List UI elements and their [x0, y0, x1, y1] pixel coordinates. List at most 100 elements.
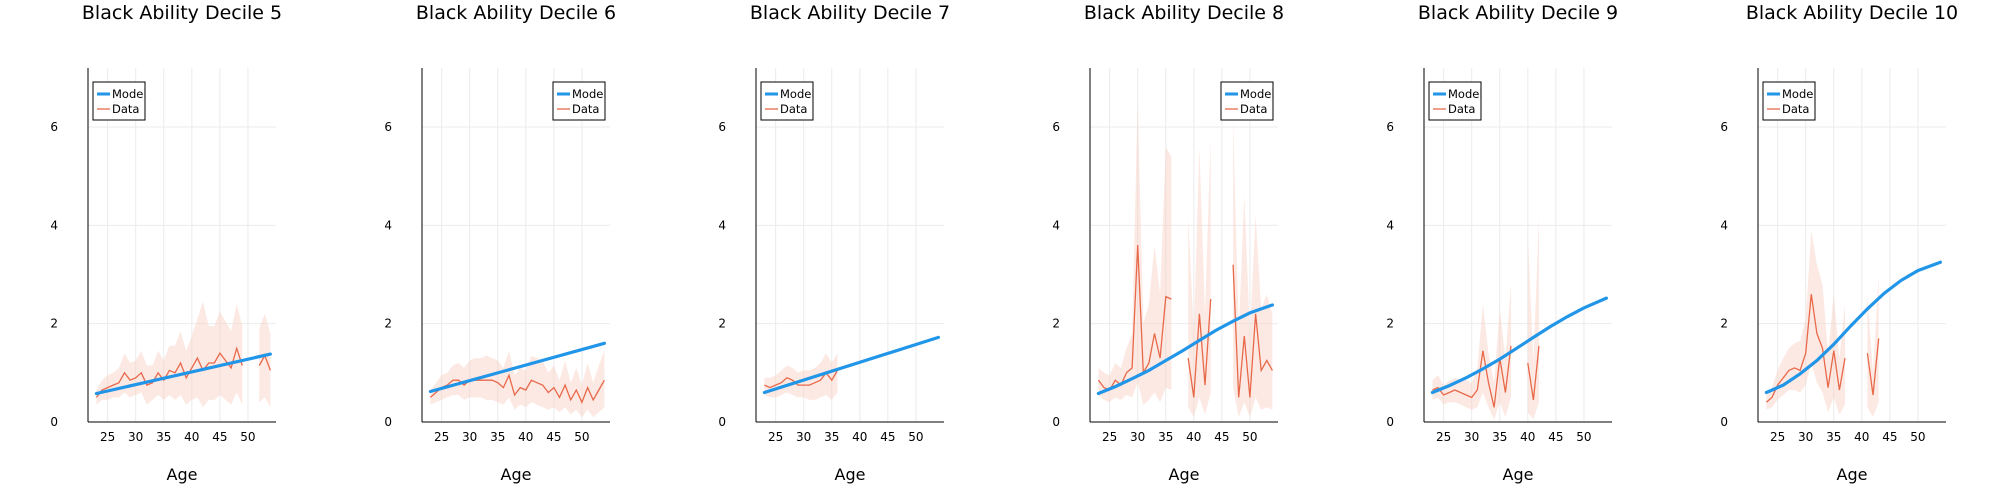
plot-area: [762, 335, 941, 400]
x-tick-label: 40: [1186, 430, 1201, 444]
legend-model-label: Model: [1782, 87, 1817, 101]
x-tick-label: 35: [824, 430, 839, 444]
x-tick-label: 40: [184, 430, 199, 444]
legend-data-label: Data: [780, 102, 807, 116]
x-tick-label: 50: [1910, 430, 1925, 444]
x-tick-label: 35: [1826, 430, 1841, 444]
y-tick-label: 0: [1386, 415, 1394, 429]
chart-title: Black Ability Decile 7: [750, 2, 950, 24]
x-tick-label: 35: [1158, 430, 1173, 444]
legend-model-label: Model: [1448, 87, 1483, 101]
x-tick-label: 25: [1102, 430, 1117, 444]
y-tick-label: 2: [50, 317, 58, 331]
legend-box: [552, 81, 606, 121]
x-tick-label: 50: [908, 430, 923, 444]
legend-model-label: Model: [572, 87, 607, 101]
data-confidence-band: [96, 301, 243, 408]
legend-data-label: Data: [1782, 102, 1809, 116]
model-series-line: [762, 335, 941, 395]
legend-data-label: Data: [1448, 102, 1475, 116]
legend-box: [1428, 81, 1482, 121]
y-tick-label: 0: [1720, 415, 1728, 429]
y-tick-label: 6: [1720, 120, 1728, 134]
x-tick-label: 35: [156, 430, 171, 444]
legend-model-label: Model: [780, 87, 815, 101]
chart-title: Black Ability Decile 8: [1084, 2, 1284, 24]
chart-panel-3: Black Ability Decile 7 25 30 35 40 45 50 0 2 4 6 Ag…: [718, 2, 950, 484]
plot-area: [428, 341, 607, 418]
data-series-line: [1232, 264, 1273, 398]
y-tick-label: 6: [1052, 120, 1060, 134]
legend-box: [1220, 81, 1274, 121]
y-tick-label: 4: [1386, 218, 1394, 232]
x-tick-label: 25: [1770, 430, 1785, 444]
x-tick-label: 45: [546, 430, 561, 444]
legend-data-label: Data: [112, 102, 139, 116]
data-series-line: [1432, 345, 1512, 408]
x-tick-label: 35: [490, 430, 505, 444]
x-tick-label: 45: [880, 430, 895, 444]
x-axis-label: Age: [501, 465, 532, 484]
x-tick-label: 45: [1548, 430, 1563, 444]
data-confidence-band: [1867, 274, 1879, 418]
chart-title: Black Ability Decile 10: [1746, 2, 1958, 24]
x-tick-label: 40: [518, 430, 533, 444]
y-tick-label: 6: [384, 120, 392, 134]
y-tick-label: 2: [1386, 317, 1394, 331]
x-axis-label: Age: [1169, 465, 1200, 484]
y-tick-label: 2: [718, 317, 726, 331]
y-tick-label: 4: [1720, 218, 1728, 232]
y-tick-label: 4: [1052, 218, 1060, 232]
data-series-line: [1765, 294, 1846, 403]
legend-box: [1762, 81, 1816, 121]
plot-area: [1764, 230, 1943, 418]
data-series-line: [1527, 345, 1540, 400]
chart-panel-6: Black Ability Decile 10 25 30 35 40 45 50 0 2 4 6 A…: [1720, 2, 1958, 484]
y-tick-label: 4: [50, 218, 58, 232]
legend-model-label: Model: [1240, 87, 1275, 101]
x-axis-label: Age: [167, 465, 198, 484]
grid: [1758, 68, 1946, 423]
chart-panel-4: Black Ability Decile 8 25 30 35 40 45 50 0 2 4 6 Ag…: [1052, 2, 1284, 484]
legend-data-label: Data: [1240, 102, 1267, 116]
x-tick-label: 35: [1492, 430, 1507, 444]
x-tick-label: 50: [574, 430, 589, 444]
data-confidence-band: [1233, 117, 1273, 418]
y-tick-label: 2: [384, 317, 392, 331]
model-series-line: [428, 341, 607, 394]
x-tick-label: 50: [1242, 430, 1257, 444]
chart-title: Black Ability Decile 6: [416, 2, 616, 24]
legend-model-label: Model: [112, 87, 147, 101]
data-confidence-band: [1527, 215, 1539, 420]
x-tick-label: 30: [462, 430, 477, 444]
y-tick-label: 6: [50, 120, 58, 134]
x-tick-label: 25: [434, 430, 449, 444]
x-tick-label: 40: [852, 430, 867, 444]
model-series-line: [1764, 260, 1943, 395]
chart-panel-2: Black Ability Decile 6 25 30 35 40 45 50 0 2 4 6 Ag…: [384, 2, 616, 484]
x-tick-label: 30: [128, 430, 143, 444]
y-tick-label: 0: [1052, 415, 1060, 429]
x-axis-label: Age: [1503, 465, 1534, 484]
data-series-line: [429, 373, 605, 404]
legend-box: [760, 81, 814, 121]
chart-title: Black Ability Decile 5: [82, 2, 282, 24]
data-series-line: [1187, 299, 1212, 398]
x-tick-label: 45: [1214, 430, 1229, 444]
y-tick-label: 0: [718, 415, 726, 429]
y-tick-label: 4: [384, 218, 392, 232]
x-tick-label: 40: [1520, 430, 1535, 444]
data-confidence-band: [1098, 102, 1172, 405]
x-tick-label: 25: [1436, 430, 1451, 444]
x-axis-label: Age: [835, 465, 866, 484]
y-tick-label: 2: [1052, 317, 1060, 331]
model-series-line: [1430, 296, 1609, 395]
chart-title: Black Ability Decile 9: [1418, 2, 1618, 24]
x-tick-label: 50: [1576, 430, 1591, 444]
data-confidence-band: [1188, 136, 1211, 418]
x-tick-label: 25: [768, 430, 783, 444]
